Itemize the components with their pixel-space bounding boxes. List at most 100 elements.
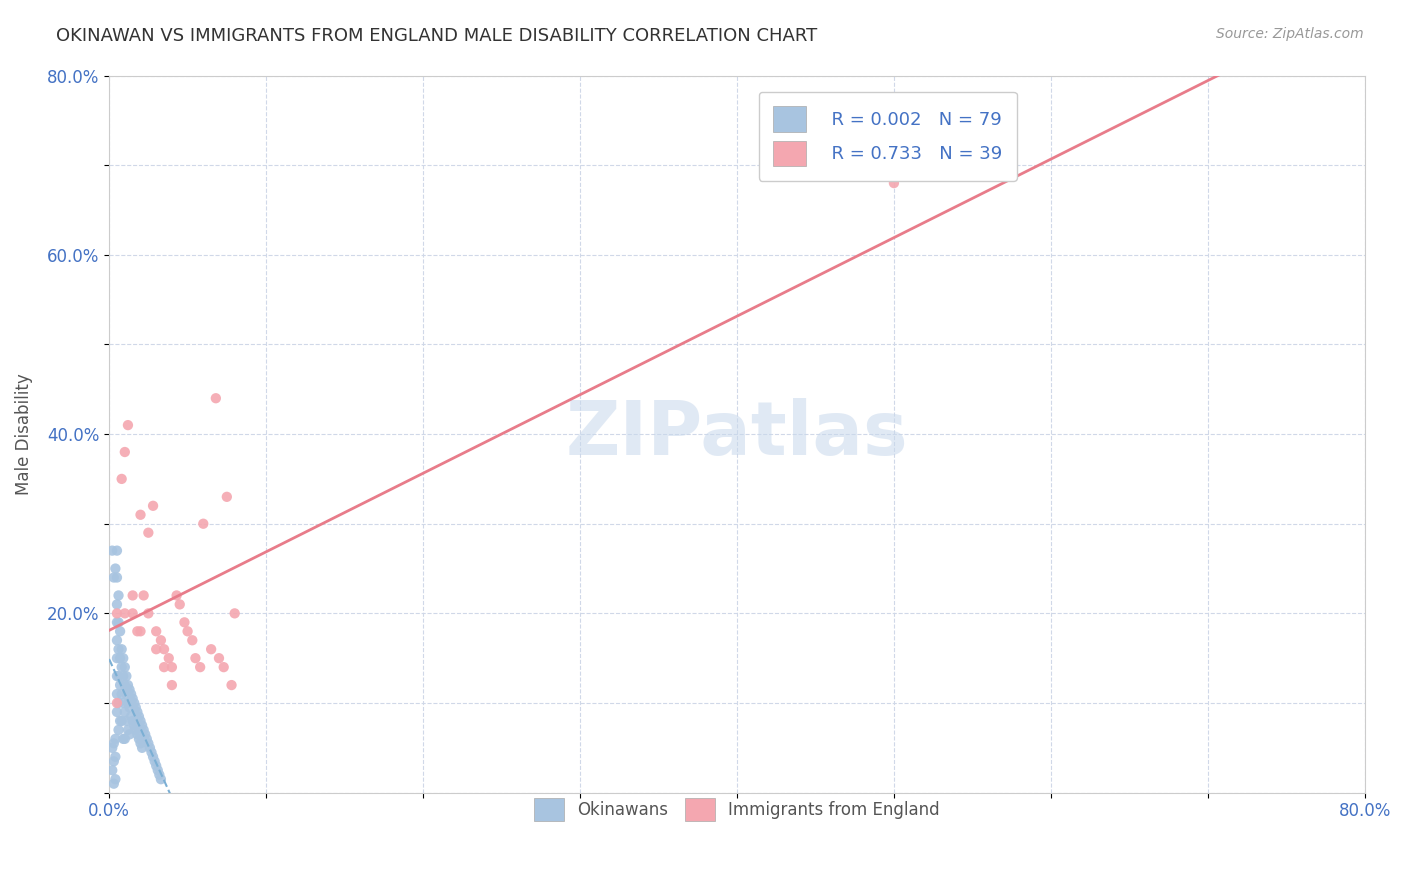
Point bbox=[105, 687, 128, 701]
Point bbox=[122, 718, 145, 732]
Text: OKINAWAN VS IMMIGRANTS FROM ENGLAND MALE DISABILITY CORRELATION CHART: OKINAWAN VS IMMIGRANTS FROM ENGLAND MALE… bbox=[56, 27, 817, 45]
Point bbox=[131, 740, 153, 755]
Point bbox=[157, 651, 180, 665]
Point bbox=[212, 660, 235, 674]
Point bbox=[146, 764, 169, 778]
Point bbox=[111, 714, 134, 728]
Point bbox=[193, 516, 215, 531]
Point bbox=[103, 570, 125, 584]
Point bbox=[101, 740, 124, 755]
Point bbox=[128, 731, 150, 746]
Point bbox=[112, 651, 135, 665]
Point bbox=[108, 714, 131, 728]
Point bbox=[145, 624, 167, 639]
Point bbox=[118, 727, 141, 741]
Point bbox=[105, 607, 128, 621]
Point bbox=[166, 589, 188, 603]
Point bbox=[129, 714, 152, 728]
Point bbox=[111, 660, 134, 674]
Point bbox=[132, 589, 155, 603]
Y-axis label: Male Disability: Male Disability bbox=[15, 373, 32, 495]
Point bbox=[169, 598, 191, 612]
Point bbox=[107, 642, 129, 657]
Point bbox=[105, 615, 128, 630]
Point bbox=[117, 418, 139, 433]
Point bbox=[141, 745, 163, 759]
Point bbox=[105, 669, 128, 683]
Point bbox=[160, 678, 183, 692]
Point bbox=[112, 696, 135, 710]
Point bbox=[104, 561, 127, 575]
Point bbox=[101, 764, 124, 778]
Point bbox=[115, 714, 138, 728]
Point bbox=[114, 445, 136, 459]
Point bbox=[107, 723, 129, 737]
Point bbox=[107, 669, 129, 683]
Point bbox=[127, 624, 149, 639]
Point bbox=[188, 660, 211, 674]
Point bbox=[122, 696, 145, 710]
Point bbox=[221, 678, 243, 692]
Point bbox=[114, 660, 136, 674]
Point bbox=[138, 736, 160, 750]
Point bbox=[134, 727, 156, 741]
Point bbox=[107, 589, 129, 603]
Point bbox=[105, 633, 128, 648]
Point bbox=[118, 700, 141, 714]
Point bbox=[224, 607, 246, 621]
Point bbox=[125, 700, 148, 714]
Point bbox=[129, 736, 152, 750]
Point bbox=[107, 615, 129, 630]
Point bbox=[115, 669, 138, 683]
Point bbox=[111, 687, 134, 701]
Point bbox=[128, 709, 150, 723]
Point bbox=[149, 633, 172, 648]
Point bbox=[105, 570, 128, 584]
Point bbox=[118, 682, 141, 697]
Point bbox=[883, 176, 905, 190]
Point bbox=[112, 731, 135, 746]
Point bbox=[208, 651, 231, 665]
Point bbox=[114, 607, 136, 621]
Point bbox=[108, 651, 131, 665]
Point bbox=[142, 499, 165, 513]
Point bbox=[105, 598, 128, 612]
Point bbox=[117, 678, 139, 692]
Point bbox=[121, 589, 143, 603]
Point bbox=[215, 490, 238, 504]
Point bbox=[127, 727, 149, 741]
Point bbox=[200, 642, 222, 657]
Point bbox=[115, 687, 138, 701]
Point bbox=[160, 660, 183, 674]
Point bbox=[117, 723, 139, 737]
Point bbox=[107, 696, 129, 710]
Point bbox=[138, 607, 160, 621]
Point bbox=[145, 642, 167, 657]
Point bbox=[105, 543, 128, 558]
Point bbox=[121, 691, 143, 706]
Point bbox=[181, 633, 204, 648]
Point bbox=[104, 731, 127, 746]
Point bbox=[129, 624, 152, 639]
Legend: Okinawans, Immigrants from England: Okinawans, Immigrants from England bbox=[520, 784, 953, 835]
Point bbox=[153, 660, 176, 674]
Point bbox=[149, 772, 172, 787]
Point bbox=[105, 651, 128, 665]
Point bbox=[114, 678, 136, 692]
Point bbox=[121, 714, 143, 728]
Point bbox=[108, 624, 131, 639]
Point bbox=[153, 642, 176, 657]
Point bbox=[173, 615, 195, 630]
Point bbox=[112, 669, 135, 683]
Point bbox=[103, 754, 125, 768]
Point bbox=[111, 642, 134, 657]
Point bbox=[132, 723, 155, 737]
Point bbox=[101, 543, 124, 558]
Point bbox=[114, 705, 136, 719]
Point bbox=[125, 723, 148, 737]
Point bbox=[127, 705, 149, 719]
Point bbox=[105, 696, 128, 710]
Point bbox=[148, 768, 170, 782]
Point bbox=[114, 731, 136, 746]
Point bbox=[103, 777, 125, 791]
